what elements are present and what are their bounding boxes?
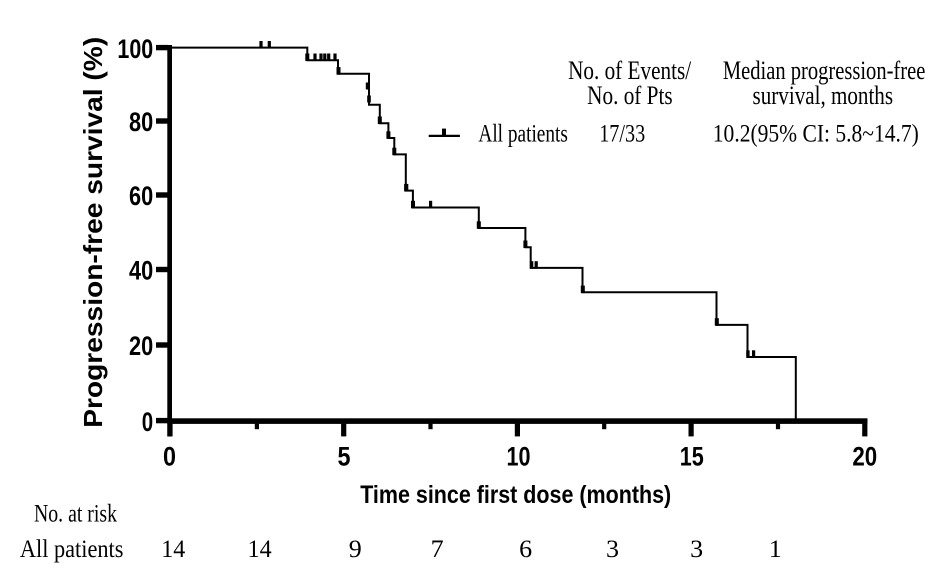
svg-text:Time since first dose (months): Time since first dose (months) [360, 481, 671, 509]
svg-text:All patients: All patients [478, 120, 568, 147]
svg-text:17/33: 17/33 [599, 120, 645, 147]
svg-text:5: 5 [338, 442, 351, 472]
svg-text:No. of Pts: No. of Pts [587, 81, 673, 110]
svg-text:9: 9 [349, 534, 362, 563]
svg-text:3: 3 [690, 534, 703, 563]
svg-text:3: 3 [606, 534, 619, 563]
svg-text:10: 10 [507, 442, 531, 472]
svg-text:60: 60 [129, 181, 153, 211]
svg-text:Median progression-free: Median progression-free [723, 56, 926, 85]
svg-text:14: 14 [161, 534, 185, 563]
svg-text:0: 0 [142, 407, 153, 437]
svg-text:No. of Events/: No. of Events/ [568, 56, 692, 85]
svg-text:14: 14 [248, 534, 272, 563]
svg-text:1: 1 [769, 534, 782, 563]
svg-text:0: 0 [163, 442, 176, 472]
svg-text:10.2(95% CI: 5.8~14.7): 10.2(95% CI: 5.8~14.7) [713, 120, 919, 147]
svg-text:20: 20 [852, 442, 877, 472]
svg-text:7: 7 [431, 534, 444, 563]
svg-text:20: 20 [129, 331, 153, 361]
svg-text:No. at risk: No. at risk [34, 499, 117, 528]
svg-text:Progression-free survival (%): Progression-free survival (%) [78, 37, 108, 428]
svg-text:80: 80 [129, 107, 153, 137]
svg-text:survival, months: survival, months [753, 81, 894, 110]
svg-text:15: 15 [680, 442, 704, 472]
svg-text:6: 6 [519, 534, 532, 563]
svg-text:All patients: All patients [20, 534, 124, 563]
svg-text:100: 100 [117, 34, 153, 64]
svg-text:40: 40 [129, 256, 153, 286]
